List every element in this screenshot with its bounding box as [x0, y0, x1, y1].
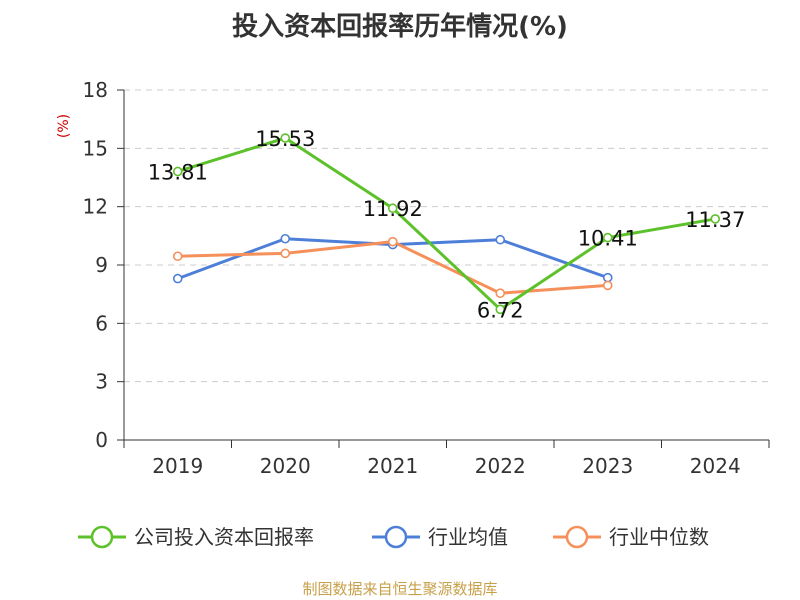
legend-swatch-marker [90, 525, 114, 549]
data-point [495, 234, 506, 245]
data-point [710, 214, 721, 224]
x-tick-label: 2023 [582, 454, 633, 478]
x-tick-label: 2024 [690, 454, 741, 478]
data-point [495, 304, 506, 315]
data-point [602, 272, 613, 283]
x-tick-label: 2022 [475, 454, 526, 478]
series-line [177, 240, 608, 295]
data-label: 10.41 [578, 227, 638, 251]
source-note: 制图数据来自恒生聚源数据库 [302, 580, 498, 598]
data-label: 6.72 [477, 298, 524, 322]
data-point [280, 248, 291, 259]
data-point [172, 273, 183, 284]
series-line [177, 136, 716, 311]
y-tick-label: 18 [83, 78, 108, 102]
legend-label: 公司投入资本回报率 [134, 525, 314, 549]
y-axis-label: (%) [56, 114, 72, 138]
data-label: 11.92 [363, 197, 423, 221]
y-tick-label: 15 [83, 136, 108, 160]
y-tick-label: 9 [95, 253, 108, 277]
data-point [387, 203, 398, 214]
data-point [495, 288, 506, 298]
data-point [172, 166, 183, 177]
y-tick-label: 0 [95, 428, 108, 452]
data-point [602, 232, 613, 243]
data-point [387, 236, 398, 247]
y-tick-label: 6 [95, 311, 108, 335]
chart-title: 投入资本回报率历年情况(%) [232, 12, 568, 42]
data-label: 13.81 [148, 160, 208, 184]
legend-swatch-marker [384, 525, 408, 549]
data-point [602, 280, 613, 291]
legend-label: 行业均值 [428, 525, 508, 549]
data-label: 15.53 [255, 127, 315, 151]
data-label: 11.37 [685, 208, 745, 232]
x-tick-label: 2020 [260, 454, 311, 478]
y-tick-label: 3 [95, 370, 108, 394]
data-point [172, 251, 183, 262]
legend-swatch-marker [565, 525, 589, 549]
y-tick-label: 12 [83, 195, 108, 219]
x-tick-label: 2021 [367, 454, 418, 478]
data-point [280, 133, 291, 143]
data-point [280, 233, 291, 244]
x-tick-label: 2019 [152, 454, 203, 478]
legend-label: 行业中位数 [609, 525, 709, 549]
